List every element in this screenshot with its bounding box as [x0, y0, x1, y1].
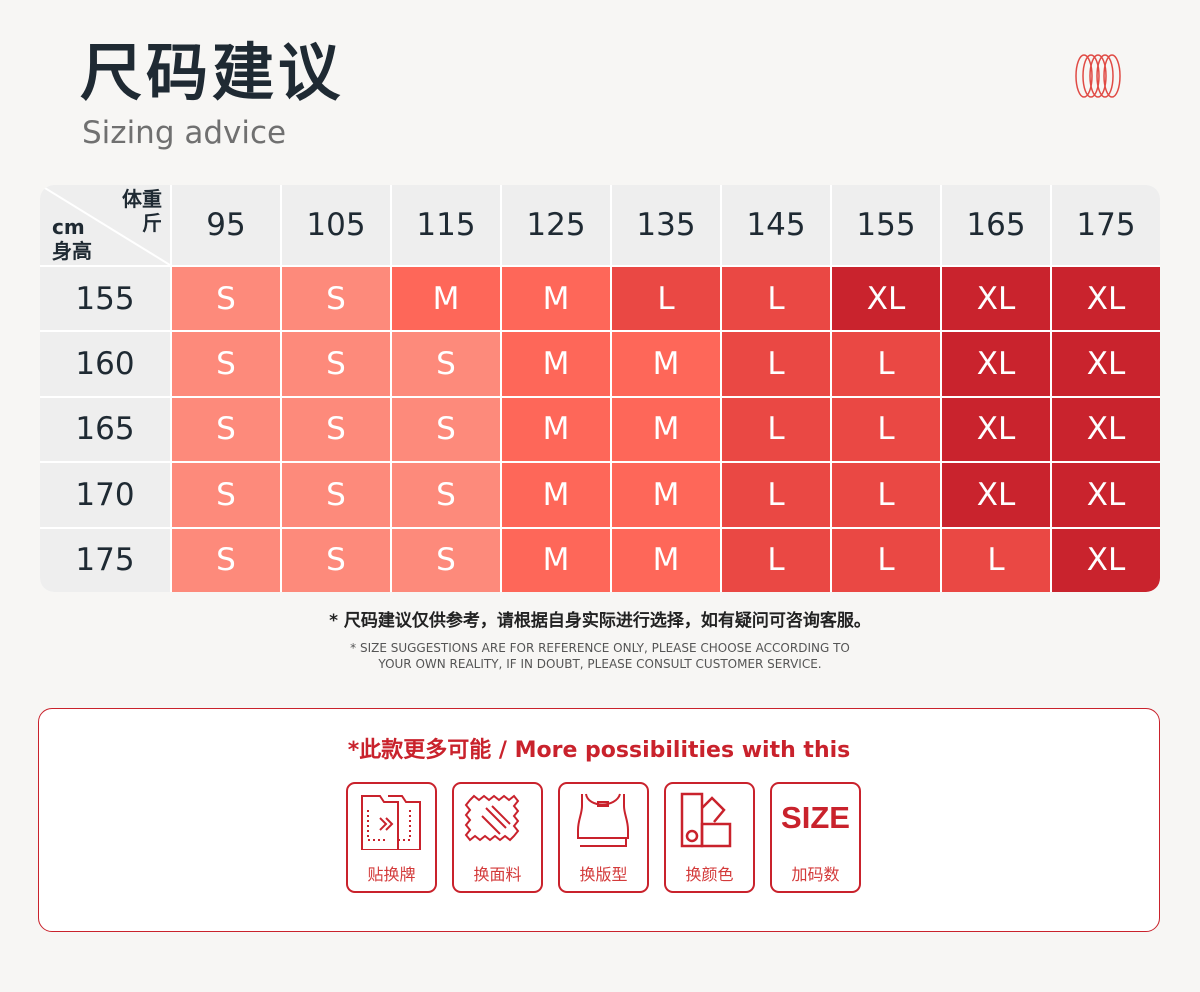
size-cell: M — [502, 463, 610, 527]
size-cell: S — [392, 528, 500, 592]
size-cell: XL — [1052, 463, 1160, 527]
option-size[interactable]: SIZE 加码数 — [770, 782, 861, 893]
size-cell: S — [282, 332, 390, 396]
size-cell: M — [502, 528, 610, 592]
note-en-line2: YOUR OWN REALITY, IF IN DOUBT, PLEASE CO… — [378, 657, 822, 671]
weight-header: 125 — [502, 185, 610, 265]
size-cell: L — [832, 528, 940, 592]
size-cell: L — [722, 332, 830, 396]
size-cell: M — [612, 528, 720, 592]
size-cell: XL — [1052, 397, 1160, 462]
size-cell: S — [172, 267, 280, 331]
red-rings-logo-icon — [1075, 54, 1121, 98]
option-label: 加码数 — [791, 865, 840, 884]
option-label: 换版型 — [579, 865, 628, 884]
height-cell: 165 — [40, 397, 170, 462]
height-label: 身高 — [52, 239, 92, 263]
option-fit[interactable]: 换版型 — [558, 782, 649, 893]
size-cell: M — [502, 267, 610, 331]
weight-header: 95 — [172, 185, 280, 265]
note-en-line1: * SIZE SUGGESTIONS ARE FOR REFERENCE ONL… — [350, 641, 850, 655]
size-cell: L — [722, 528, 830, 592]
size-table: 体重斤 cm 身高 95 105 115 125 135 145 155 165 175 155 S S… — [40, 185, 1160, 592]
size-cell: L — [722, 397, 830, 462]
option-label: 贴换牌 — [367, 865, 416, 884]
weight-header: 145 — [722, 185, 830, 265]
tank-top-icon — [577, 793, 629, 847]
size-cell: XL — [942, 267, 1050, 331]
option-label-swap[interactable]: 贴换牌 — [346, 782, 437, 893]
size-cell: S — [282, 267, 390, 331]
size-cell: S — [172, 463, 280, 527]
page-subtitle: Sizing advice — [82, 115, 287, 151]
weight-header: 105 — [282, 185, 390, 265]
height-cell: 160 — [40, 332, 170, 396]
options-panel: *此款更多可能 / More possibilities with this 贴… — [38, 708, 1160, 932]
size-cell: XL — [942, 332, 1050, 396]
weight-header: 155 — [832, 185, 940, 265]
size-cell: L — [832, 332, 940, 396]
size-cell: M — [392, 267, 500, 331]
size-cell: S — [392, 397, 500, 462]
fabric-icon — [464, 794, 520, 842]
size-cell: S — [172, 332, 280, 396]
size-text-icon: SIZE — [781, 800, 850, 835]
size-cell: M — [502, 332, 610, 396]
size-cell: L — [612, 267, 720, 331]
height-cell: 155 — [40, 267, 170, 331]
size-cell: M — [612, 332, 720, 396]
color-swatch-icon — [680, 792, 732, 848]
size-cell: S — [172, 528, 280, 592]
weight-label: 体重 — [122, 187, 162, 211]
weight-header: 175 — [1052, 185, 1160, 265]
page-title: 尺码建议 — [80, 36, 345, 109]
size-cell: S — [392, 463, 500, 527]
size-cell: XL — [1052, 267, 1160, 331]
size-cell: S — [392, 332, 500, 396]
size-cell: M — [612, 397, 720, 462]
height-unit: cm — [52, 215, 85, 239]
note-cn: * 尺码建议仅供参考，请根据自身实际进行选择，如有疑问可咨询客服。 — [329, 611, 871, 631]
size-cell: XL — [942, 463, 1050, 527]
size-cell: XL — [942, 397, 1050, 462]
size-cell: S — [282, 528, 390, 592]
table-corner: 体重斤 cm 身高 — [40, 185, 170, 265]
size-cell: S — [282, 463, 390, 527]
size-cell: L — [722, 463, 830, 527]
size-cell: M — [502, 397, 610, 462]
option-fabric[interactable]: 换面料 — [452, 782, 543, 893]
weight-header: 165 — [942, 185, 1050, 265]
label-swap-icon — [361, 795, 421, 850]
weight-header: 115 — [392, 185, 500, 265]
size-cell: L — [832, 397, 940, 462]
size-cell: L — [942, 528, 1050, 592]
size-cell: L — [832, 463, 940, 527]
size-cell: S — [282, 397, 390, 462]
size-cell: XL — [1052, 528, 1160, 592]
option-label: 换面料 — [473, 865, 522, 884]
size-cell: XL — [832, 267, 940, 331]
weight-header: 135 — [612, 185, 720, 265]
options-title: *此款更多可能 / More possibilities with this — [347, 738, 851, 763]
size-cell: XL — [1052, 332, 1160, 396]
option-color[interactable]: 换颜色 — [664, 782, 755, 893]
option-label: 换颜色 — [685, 865, 734, 884]
weight-unit: 斤 — [142, 211, 162, 235]
size-cell: S — [172, 397, 280, 462]
height-cell: 170 — [40, 463, 170, 527]
size-cell: M — [612, 463, 720, 527]
note-en: * SIZE SUGGESTIONS ARE FOR REFERENCE ONL… — [0, 640, 1200, 672]
size-cell: L — [722, 267, 830, 331]
height-cell: 175 — [40, 528, 170, 592]
